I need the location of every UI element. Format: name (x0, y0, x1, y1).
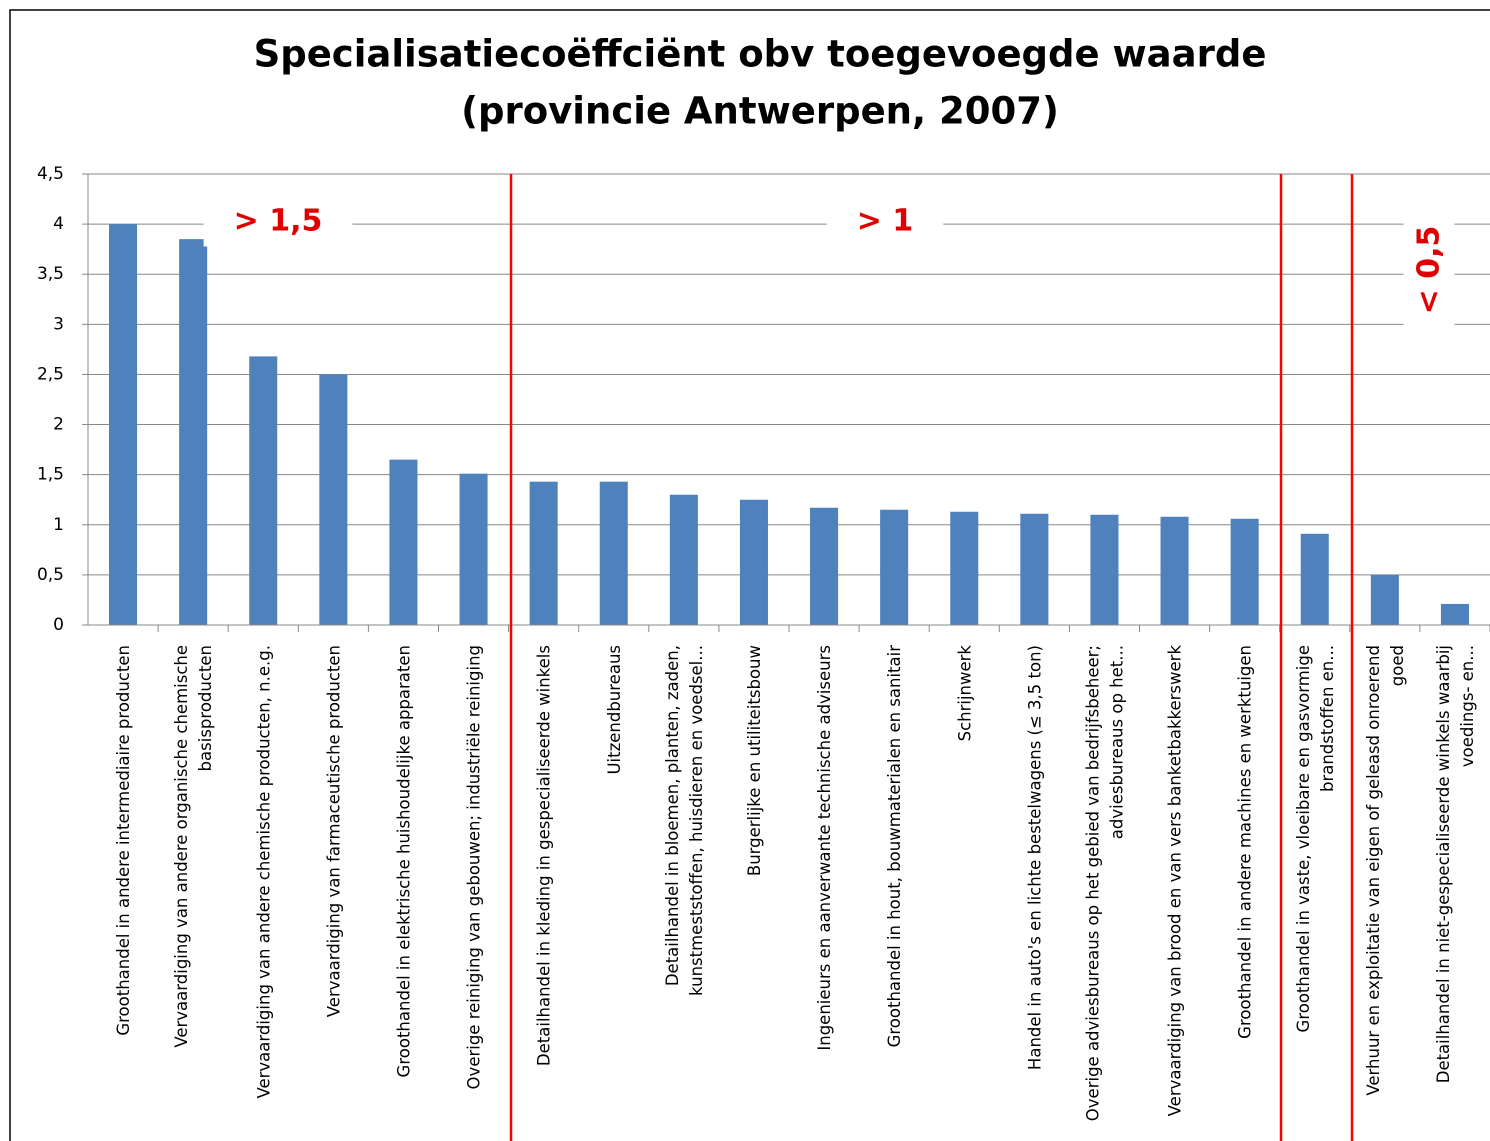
bar (459, 473, 488, 625)
x-tick-label: Vervaardiging van andere chemische produ… (254, 645, 273, 1099)
x-tick-label: Vervaardiging van brood en van vers bank… (1166, 645, 1185, 1117)
chart-title: Specialisatiecoëffciënt obv toegevoegde … (254, 33, 1267, 76)
chart-border (9, 9, 1490, 1141)
x-tick-label: Burgerlijke en utiliteitsbouw (745, 645, 764, 876)
y-tick-label: 3 (53, 314, 64, 334)
annotation-bg (1403, 195, 1455, 345)
bar (880, 509, 909, 625)
bar (1440, 603, 1469, 625)
bars (109, 224, 1469, 625)
bar (599, 481, 628, 625)
axes: 0 0,5 1 1,5 2 2,5 3 3,5 4 4,5 Groothandel in ander… (37, 164, 1490, 1121)
x-tick-label: Ingenieurs en aanverwante technische adv… (815, 645, 834, 1051)
x-tick-label: Groothandel in hout, bouwmaterialen en s… (885, 645, 904, 1048)
bar (810, 507, 839, 625)
bar (389, 459, 418, 625)
x-tick-label: Vervaardiging van andere organische chem… (172, 645, 215, 1048)
bar (669, 494, 698, 625)
x-tick-label: Overige reiniging van gebouwen; industri… (465, 645, 484, 1089)
x-tick-label: Overige adviesbureaus op het gebied van … (1083, 645, 1126, 1121)
y-tick-label: 2 (53, 415, 64, 435)
y-tick-label: 1 (53, 515, 64, 535)
bar (1090, 514, 1119, 625)
x-tick-label: Detailhandel in kleding in gespecialisee… (535, 645, 554, 1066)
annotation: > 1 (857, 204, 913, 239)
x-tick-label: Groothandel in andere machines en werktu… (1236, 645, 1255, 1039)
bar (179, 239, 208, 625)
annotation: > 1,5 (234, 204, 323, 239)
bar (319, 374, 348, 625)
bar (1370, 574, 1399, 625)
bar (1230, 518, 1259, 625)
annotation-bg (826, 195, 944, 247)
x-tick-label: Groothandel in elektrische huishoudelijk… (394, 645, 413, 1077)
bar (529, 481, 558, 625)
annotation-bg (203, 195, 353, 247)
x-tick-label: Vervaardiging van farmaceutische product… (324, 645, 343, 1017)
x-tick-label: Groothandel in vaste, vloeibare en gasvo… (1294, 645, 1337, 1032)
y-tick-label: 4 (53, 214, 64, 234)
x-tick-label: Groothandel in andere intermediaire prod… (114, 645, 133, 1036)
bar (1300, 533, 1329, 625)
y-tick-label: 2,5 (37, 364, 64, 384)
y-tick-label: 3,5 (37, 264, 64, 284)
x-tick-label: Handel in auto's en lichte bestelwagens … (1025, 645, 1044, 1070)
y-tick-label: 0,5 (37, 565, 64, 585)
chart-subtitle: (provincie Antwerpen, 2007) (461, 90, 1059, 133)
x-tick-label: Uitzendbureaus (605, 645, 624, 775)
y-tick-label: 1,5 (37, 465, 64, 485)
x-tick-label: Detailhandel in bloemen, planten, zaden,… (663, 645, 706, 996)
grid (88, 173, 1490, 576)
x-tick-label: Schrijnwerk (955, 645, 974, 742)
bar (109, 224, 138, 625)
y-tick-label: 4,5 (37, 164, 64, 184)
bar (249, 356, 278, 625)
bar (739, 499, 768, 625)
annotation: < 0,5 (1412, 226, 1447, 315)
x-tick-label: Verhuur en exploitatie van eigen of gele… (1364, 645, 1407, 1096)
bar (1020, 513, 1049, 625)
bar (1160, 516, 1189, 625)
x-tick-label: Detailhandel in niet-gespecialiseerde wi… (1434, 645, 1477, 1083)
y-tick-label: 0 (53, 615, 64, 635)
bar (950, 511, 979, 625)
annotations: > 1,5 > 1 < 0,5 (203, 195, 1455, 345)
